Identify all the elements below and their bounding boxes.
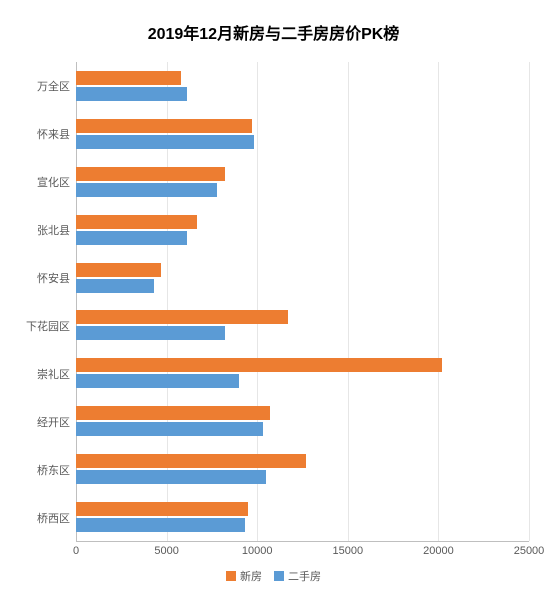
y-tick-label: 经开区 [37,414,70,430]
legend-swatch [274,571,284,581]
bar-二手房 [76,374,239,388]
y-tick-label: 下花园区 [26,318,70,334]
legend-item: 二手房 [274,568,321,584]
chart-title: 2019年12月新房与二手房房价PK榜 [18,20,529,44]
bar-新房 [76,215,197,229]
x-tick-label: 20000 [423,545,454,557]
legend-swatch [226,571,236,581]
x-tick-label: 15000 [333,545,364,557]
y-tick-label: 崇礼区 [37,366,70,382]
bar-新房 [76,71,181,85]
bar-新房 [76,358,442,372]
gridline [438,62,439,541]
bars-region [76,62,529,542]
x-tick-label: 5000 [154,545,178,557]
bar-二手房 [76,518,245,532]
y-tick-label: 桥东区 [37,462,70,478]
y-tick-label: 怀来县 [37,126,70,142]
gridline [348,62,349,541]
y-axis: 万全区怀来县宣化区张北县怀安县下花园区崇礼区经开区桥东区桥西区 [18,62,76,542]
legend-label: 新房 [240,568,262,584]
legend: 新房 二手房 [18,568,529,586]
legend-item: 新房 [226,568,262,584]
gridline [529,62,530,541]
bar-新房 [76,263,161,277]
bar-二手房 [76,326,225,340]
x-tick-label: 10000 [242,545,273,557]
legend-label: 二手房 [288,568,321,584]
x-tick-label: 25000 [514,545,545,557]
y-tick-label: 宣化区 [37,174,70,190]
y-tick-label: 怀安县 [37,270,70,286]
x-axis: 0500010000150002000025000 [76,542,529,562]
plot-area: 万全区怀来县宣化区张北县怀安县下花园区崇礼区经开区桥东区桥西区 [18,62,529,542]
gridline [167,62,168,541]
y-tick-label: 万全区 [37,78,70,94]
bar-新房 [76,502,248,516]
y-tick-label: 桥西区 [37,510,70,526]
bar-二手房 [76,422,263,436]
bar-二手房 [76,183,217,197]
chart-container: 2019年12月新房与二手房房价PK榜 万全区怀来县宣化区张北县怀安县下花园区崇… [0,0,547,591]
bar-二手房 [76,231,187,245]
gridline [257,62,258,541]
bar-二手房 [76,87,187,101]
gridline [76,62,77,541]
bar-二手房 [76,135,254,149]
bar-新房 [76,119,252,133]
bar-新房 [76,167,225,181]
bar-新房 [76,310,288,324]
bar-新房 [76,406,270,420]
x-tick-label: 0 [73,545,79,557]
bar-二手房 [76,279,154,293]
bar-新房 [76,454,306,468]
y-tick-label: 张北县 [37,222,70,238]
bar-二手房 [76,470,266,484]
